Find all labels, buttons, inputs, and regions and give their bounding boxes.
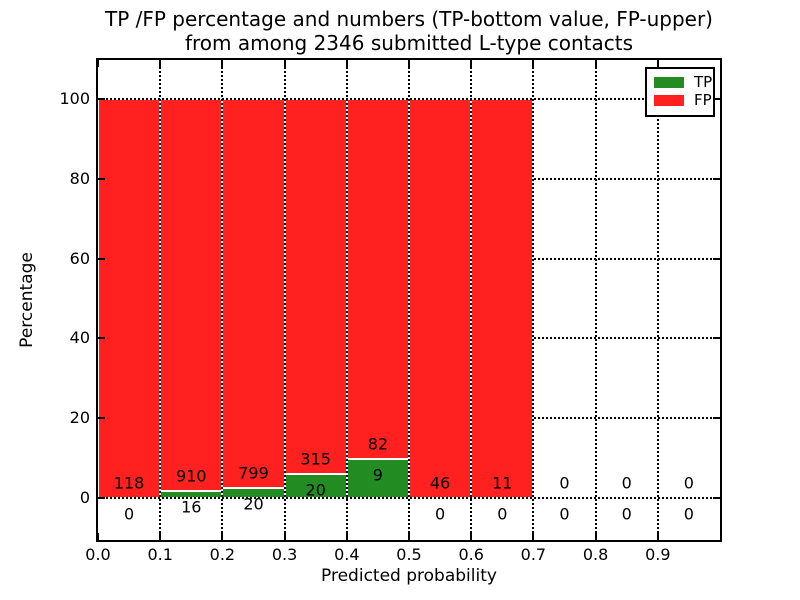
gridline-vertical (221, 60, 224, 540)
x-tick-label: 0.9 (645, 545, 671, 564)
bar-segment-fp (471, 99, 534, 498)
annotation-fp-count: 46 (429, 473, 451, 493)
y-tick-mark (98, 98, 105, 100)
x-tick-mark-top (594, 60, 597, 67)
annotation-tp-count: 0 (559, 504, 570, 524)
x-axis-title: Predicted probability (321, 566, 497, 586)
annotation-fp-count: 0 (683, 473, 694, 493)
annotation-fp-count: 0 (621, 473, 632, 493)
x-tick-mark (470, 533, 473, 540)
annotation-fp-count: 799 (238, 463, 269, 483)
annotation-tp-count: 0 (683, 504, 694, 524)
x-tick-mark-top (221, 60, 224, 67)
legend-item-fp: FP (647, 92, 713, 109)
x-tick-label: 0.3 (271, 545, 298, 564)
x-tick-mark-top (283, 60, 286, 67)
annotation-fp-count: 118 (113, 473, 145, 493)
x-tick-mark (159, 533, 162, 540)
bar-segment-fp (98, 99, 161, 498)
x-tick-mark (656, 533, 659, 540)
gridline-vertical (470, 60, 473, 540)
plot-area: TP FP 118 0 910 16 799 20 315 20 82 9 46 0 11 0 0 0 0 0 0 0 (97, 60, 720, 540)
annotation-fp-count: 0 (559, 473, 570, 493)
gridline-vertical (408, 60, 410, 540)
y-tick-mark (98, 497, 105, 499)
annotation-tp-count: 20 (305, 480, 326, 500)
gridline-vertical (283, 60, 286, 540)
gridline-vertical (532, 60, 535, 540)
gridline-vertical (594, 60, 597, 540)
fp-swatch-icon (654, 95, 684, 106)
chart-title-line2: from among 2346 submitted L-type contact… (184, 31, 634, 55)
y-tick-label: 0 (79, 488, 90, 507)
annotation-fp-count: 910 (176, 466, 207, 486)
x-tick-label: 0.7 (520, 545, 547, 564)
annotation-tp-count: 9 (372, 465, 383, 485)
x-tick-mark-top (470, 60, 473, 67)
tp-swatch-icon (654, 77, 684, 88)
x-tick-label: 0.8 (582, 545, 609, 564)
bar-segment-fp (409, 99, 472, 498)
annotation-fp-count: 82 (367, 434, 389, 454)
x-tick-mark (532, 533, 535, 540)
annotation-tp-count: 0 (497, 504, 508, 524)
x-tick-label: 0.0 (85, 545, 111, 564)
y-tick-mark (98, 337, 105, 340)
annotation-tp-count: 16 (181, 497, 202, 517)
x-tick-mark-top (532, 60, 535, 67)
gridline-vertical (345, 60, 348, 540)
y-tick-mark (98, 257, 105, 260)
x-tick-mark-top (656, 60, 659, 67)
annotation-fp-count: 11 (492, 473, 513, 493)
x-tick-mark (221, 533, 224, 540)
x-tick-mark-top (159, 60, 162, 67)
annotation-tp-count: 0 (621, 504, 632, 524)
legend-label-fp: FP (694, 91, 712, 109)
x-tick-mark (345, 533, 348, 540)
y-tick-mark (98, 177, 105, 180)
x-tick-mark (594, 533, 597, 540)
x-tick-label: 0.1 (147, 545, 173, 564)
x-tick-label: 0.6 (458, 545, 484, 564)
gridline-vertical (656, 60, 659, 540)
chart-title-line1: TP /FP percentage and numbers (TP-bottom… (105, 7, 713, 31)
y-tick-label: 20 (69, 408, 90, 428)
x-tick-label: 0.2 (209, 545, 236, 564)
bar-segment-fp (160, 99, 223, 492)
y-tick-mark (98, 417, 105, 420)
x-tick-label: 0.4 (334, 545, 360, 564)
gridline-vertical (159, 60, 162, 540)
x-tick-mark (97, 533, 99, 540)
y-tick-label: 80 (69, 168, 90, 188)
annotation-tp-count: 20 (243, 494, 264, 514)
y-tick-label: 100 (59, 89, 90, 108)
annotation-tp-count: 0 (435, 504, 446, 524)
annotation-tp-count: 0 (124, 504, 135, 524)
y-tick-label: 60 (69, 248, 90, 268)
y-axis-title: Percentage (17, 252, 37, 348)
bar-segment-fp (284, 99, 347, 475)
y-tick-mark-right (713, 337, 720, 340)
chart-title: TP /FP percentage and numbers (TP-bottom… (98, 7, 720, 55)
legend: TP FP (645, 67, 715, 117)
legend-label-tp: TP (694, 73, 713, 91)
x-tick-label: 0.5 (396, 545, 422, 564)
y-tick-label: 40 (69, 328, 90, 348)
annotation-fp-count: 315 (300, 449, 331, 469)
legend-item-tp: TP (647, 74, 713, 91)
y-tick-mark-right (713, 417, 720, 420)
bar-segment-fp (222, 99, 285, 489)
axes-spines (96, 58, 722, 542)
y-tick-mark-right (713, 177, 720, 180)
y-tick-mark-right (713, 497, 720, 499)
x-tick-mark-top (408, 60, 410, 67)
bar-segment-fp (346, 99, 409, 459)
y-tick-mark-right (713, 257, 720, 260)
x-tick-mark-top (345, 60, 348, 67)
x-tick-mark-top (97, 60, 99, 67)
y-tick-mark-right (713, 98, 720, 100)
x-tick-mark (408, 533, 410, 540)
x-tick-mark (283, 533, 286, 540)
